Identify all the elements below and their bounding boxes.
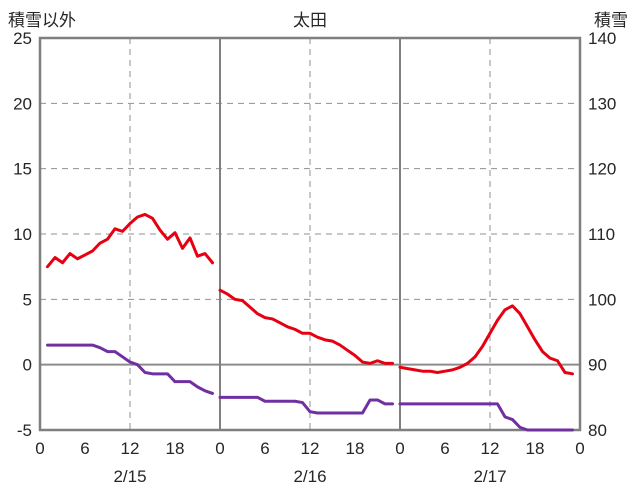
x-tick-label: 0	[215, 439, 224, 458]
x-tick-label: 0	[35, 439, 44, 458]
left-tick-label: 0	[23, 356, 32, 375]
series-sekisetsu-line	[398, 402, 574, 432]
left-tick-label: -5	[17, 421, 32, 440]
right-tick-label: 130	[588, 94, 616, 113]
series-sekisetsu-line	[218, 395, 394, 415]
series-sekisetsu-igai-line	[218, 288, 394, 365]
date-label: 2/15	[113, 467, 146, 486]
right-tick-label: 110	[588, 225, 615, 244]
right-tick-label: 80	[588, 421, 607, 440]
series-sekisetsu-igai-line	[46, 212, 214, 269]
right-tick-label: 90	[588, 356, 607, 375]
x-tick-label: 6	[440, 439, 449, 458]
left-tick-label: 5	[23, 290, 32, 309]
date-label: 2/16	[293, 467, 326, 486]
left-tick-label: 20	[13, 94, 32, 113]
left-tick-label: 25	[13, 29, 32, 48]
x-tick-label: 18	[166, 439, 185, 458]
left-axis-title: 積雪以外	[8, 11, 76, 30]
x-tick-label: 0	[575, 439, 584, 458]
series-sekisetsu-line	[46, 343, 214, 395]
x-tick-label: 12	[121, 439, 140, 458]
right-tick-label: 100	[588, 290, 616, 309]
x-tick-label: 12	[301, 439, 320, 458]
left-tick-label: 10	[13, 225, 32, 244]
right-tick-label: 140	[588, 29, 616, 48]
series-sekisetsu-igai-line	[398, 304, 574, 376]
x-tick-label: 18	[526, 439, 545, 458]
x-tick-label: 6	[80, 439, 89, 458]
x-tick-label: 6	[260, 439, 269, 458]
x-tick-label: 18	[346, 439, 365, 458]
plot-border	[38, 36, 582, 432]
chart-title: 太田	[293, 11, 327, 30]
x-tick-label: 0	[395, 439, 404, 458]
right-axis-title: 積雪	[594, 11, 628, 30]
x-tick-label: 12	[481, 439, 500, 458]
right-tick-label: 120	[588, 160, 616, 179]
date-label: 2/17	[473, 467, 506, 486]
left-tick-label: 15	[13, 160, 32, 179]
